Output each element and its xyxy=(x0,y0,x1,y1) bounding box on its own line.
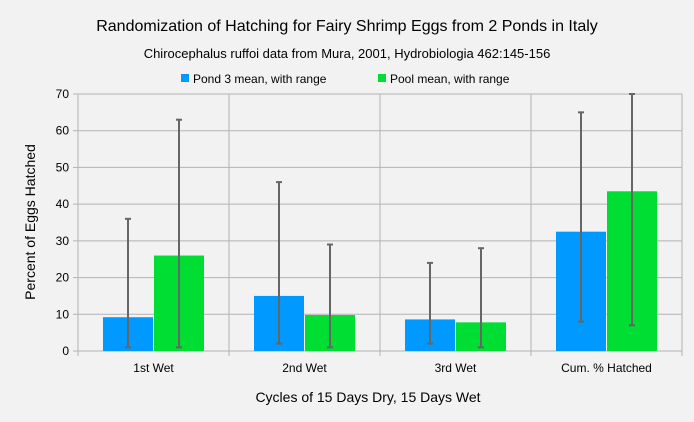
y-tick-label: 30 xyxy=(56,234,70,248)
x-tick-label: Cum. % Hatched xyxy=(561,361,652,375)
y-tick-label: 20 xyxy=(56,271,70,285)
y-tick-label: 70 xyxy=(56,87,70,101)
x-tick-labels: 1st Wet 2nd Wet 3rd Wet Cum. % Hatched xyxy=(133,361,652,375)
error-bars xyxy=(125,93,635,349)
x-axis-label: Cycles of 15 Days Dry, 15 Days Wet xyxy=(255,389,480,405)
y-tick-labels: 0 10 20 30 40 50 60 70 xyxy=(56,87,70,358)
chart-subtitle: Chirocephalus ruffoi data from Mura, 200… xyxy=(144,46,551,61)
legend-swatch-pool xyxy=(378,74,386,82)
y-tick-label: 0 xyxy=(62,344,69,358)
x-tick-label: 1st Wet xyxy=(133,361,174,375)
y-tick-label: 40 xyxy=(56,197,70,211)
y-tick-label: 50 xyxy=(56,160,70,174)
y-tick-label: 60 xyxy=(56,124,70,138)
y-tick-label: 10 xyxy=(56,307,70,321)
x-tick-label: 2nd Wet xyxy=(282,361,327,375)
legend-label-pool: Pool mean, with range xyxy=(390,72,510,86)
chart-title: Randomization of Hatching for Fairy Shri… xyxy=(96,18,598,35)
x-tick-label: 3rd Wet xyxy=(435,361,477,375)
legend: Pond 3 mean, with range Pool mean, with … xyxy=(181,72,510,86)
legend-swatch-pond3 xyxy=(181,74,189,82)
axes xyxy=(73,93,683,356)
legend-label-pond3: Pond 3 mean, with range xyxy=(193,72,327,86)
y-axis-label: Percent of Eggs Hatched xyxy=(22,144,38,300)
